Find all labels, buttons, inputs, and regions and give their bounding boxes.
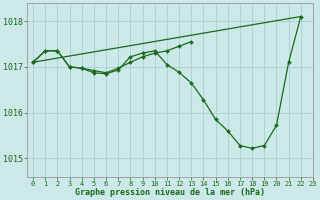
X-axis label: Graphe pression niveau de la mer (hPa): Graphe pression niveau de la mer (hPa) bbox=[75, 188, 265, 197]
